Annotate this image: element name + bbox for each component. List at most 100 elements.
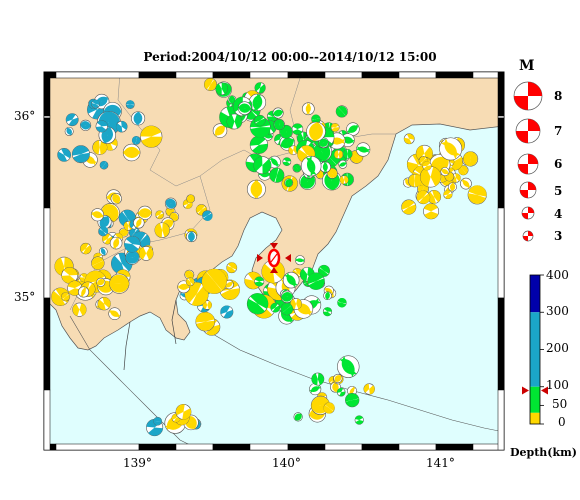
focal-mechanism bbox=[171, 413, 181, 423]
depth-tick-300: 300 bbox=[546, 304, 569, 318]
focal-mechanism bbox=[306, 121, 326, 142]
frame-segment-left bbox=[43, 207, 51, 299]
focal-mechanism bbox=[212, 123, 228, 138]
focal-mechanism bbox=[61, 292, 71, 302]
focal-mechanism bbox=[293, 412, 303, 422]
frame-segment-bottom bbox=[287, 443, 326, 451]
focal-mechanism bbox=[138, 246, 154, 261]
focal-mechanism bbox=[97, 297, 111, 311]
focal-mechanism bbox=[253, 156, 272, 175]
frame-segment-bottom bbox=[435, 443, 474, 451]
focal-mechanism bbox=[280, 290, 294, 304]
magnitude-legend bbox=[513, 81, 543, 242]
focal-mechanism bbox=[336, 387, 346, 397]
magnitude-legend-symbol-3 bbox=[522, 230, 534, 242]
focal-mechanism bbox=[98, 247, 108, 256]
focal-mechanism bbox=[447, 182, 457, 192]
focal-mechanism bbox=[273, 118, 285, 131]
focal-mechanism bbox=[363, 383, 375, 395]
frame-segment-left bbox=[43, 389, 51, 451]
depth-tick-50: 50 bbox=[552, 397, 568, 411]
depth-color-band bbox=[530, 386, 540, 413]
focal-mechanism bbox=[295, 255, 305, 266]
focal-mechanism bbox=[280, 302, 294, 316]
frame-segment-bottom bbox=[249, 443, 289, 451]
focal-mechanism bbox=[254, 82, 266, 94]
focal-mechanism bbox=[109, 236, 123, 250]
focal-mechanism bbox=[439, 137, 463, 161]
highlight-nodal-line bbox=[270, 253, 278, 263]
frame-segment-right bbox=[497, 115, 505, 119]
highlight-arrow-right bbox=[285, 254, 291, 262]
focal-mechanism bbox=[185, 231, 197, 243]
focal-mechanism bbox=[99, 160, 109, 170]
focal-mechanism bbox=[125, 250, 140, 265]
trough-line bbox=[69, 315, 201, 450]
frame-segment-right bbox=[497, 207, 505, 299]
focal-mechanism bbox=[458, 165, 469, 176]
focal-mechanisms-layer bbox=[51, 77, 487, 437]
frame-segment-top bbox=[249, 71, 289, 79]
depth-legend bbox=[522, 274, 548, 425]
focal-mechanism bbox=[279, 124, 293, 139]
focal-mechanism bbox=[326, 167, 338, 179]
frame-segment-left bbox=[43, 71, 51, 117]
frame-segment-top bbox=[324, 71, 363, 79]
focal-mechanism bbox=[131, 135, 141, 145]
frame-segment-top bbox=[287, 71, 326, 79]
frame-segment-top bbox=[138, 71, 177, 79]
focal-mechanism bbox=[302, 102, 315, 116]
focal-mechanism bbox=[215, 82, 228, 96]
izu-coast bbox=[123, 299, 177, 371]
focal-mechanism bbox=[155, 210, 165, 220]
magnitude-label-4: 4 bbox=[554, 207, 563, 221]
focal-mechanism bbox=[154, 222, 170, 238]
focal-mechanism bbox=[202, 300, 212, 310]
focal-mechanism bbox=[202, 210, 213, 221]
frame-segment-top bbox=[55, 71, 140, 79]
frame-segment-top bbox=[175, 71, 214, 79]
frame-segment-right bbox=[497, 389, 505, 451]
focal-mechanism bbox=[184, 269, 195, 280]
magnitude-label-7: 7 bbox=[554, 124, 563, 138]
focal-mechanism bbox=[96, 277, 106, 287]
frame-segment-bottom bbox=[138, 443, 177, 451]
focal-mechanism bbox=[254, 114, 266, 127]
focal-mechanism bbox=[318, 137, 329, 149]
focal-mechanism bbox=[79, 119, 92, 131]
focal-mechanism bbox=[226, 113, 243, 130]
focal-mechanism bbox=[269, 167, 285, 183]
focal-mechanism bbox=[401, 199, 417, 215]
focal-mechanism bbox=[109, 273, 130, 294]
magnitude-legend-symbol-4 bbox=[521, 206, 535, 220]
focal-mechanism bbox=[80, 242, 92, 255]
focal-mechanism bbox=[237, 101, 252, 115]
lon-tick-141: 141° bbox=[426, 456, 455, 470]
map-title: Period:2004/10/12 00:00--2014/10/12 15:0… bbox=[143, 50, 437, 64]
magnitude-legend-symbol-8 bbox=[513, 81, 543, 111]
focal-mechanism bbox=[124, 235, 141, 253]
frame-segment-left bbox=[43, 117, 51, 209]
frame-segment-bottom bbox=[55, 443, 140, 451]
depth-tick-0: 0 bbox=[558, 415, 566, 429]
focal-mechanism bbox=[307, 272, 325, 290]
focal-mechanism bbox=[323, 291, 332, 301]
focal-mechanism bbox=[133, 217, 145, 229]
focal-mechanism bbox=[90, 208, 105, 222]
focal-mechanism bbox=[416, 190, 431, 205]
frame-segment-bottom bbox=[361, 443, 400, 451]
focal-mechanism bbox=[342, 149, 353, 159]
focal-mechanism bbox=[337, 297, 347, 308]
frame-segment-top bbox=[212, 71, 251, 79]
focal-mechanism bbox=[300, 155, 322, 177]
magnitude-label-3: 3 bbox=[554, 229, 563, 243]
focal-mechanism bbox=[323, 402, 335, 414]
focal-mechanism bbox=[246, 293, 269, 315]
focal-mechanism bbox=[272, 107, 284, 119]
focal-mechanism bbox=[203, 77, 218, 92]
focal-mechanism bbox=[467, 185, 487, 205]
lon-tick-139: 139° bbox=[123, 456, 152, 470]
focal-mechanism bbox=[346, 122, 360, 136]
depth-tick-100: 100 bbox=[546, 378, 569, 392]
